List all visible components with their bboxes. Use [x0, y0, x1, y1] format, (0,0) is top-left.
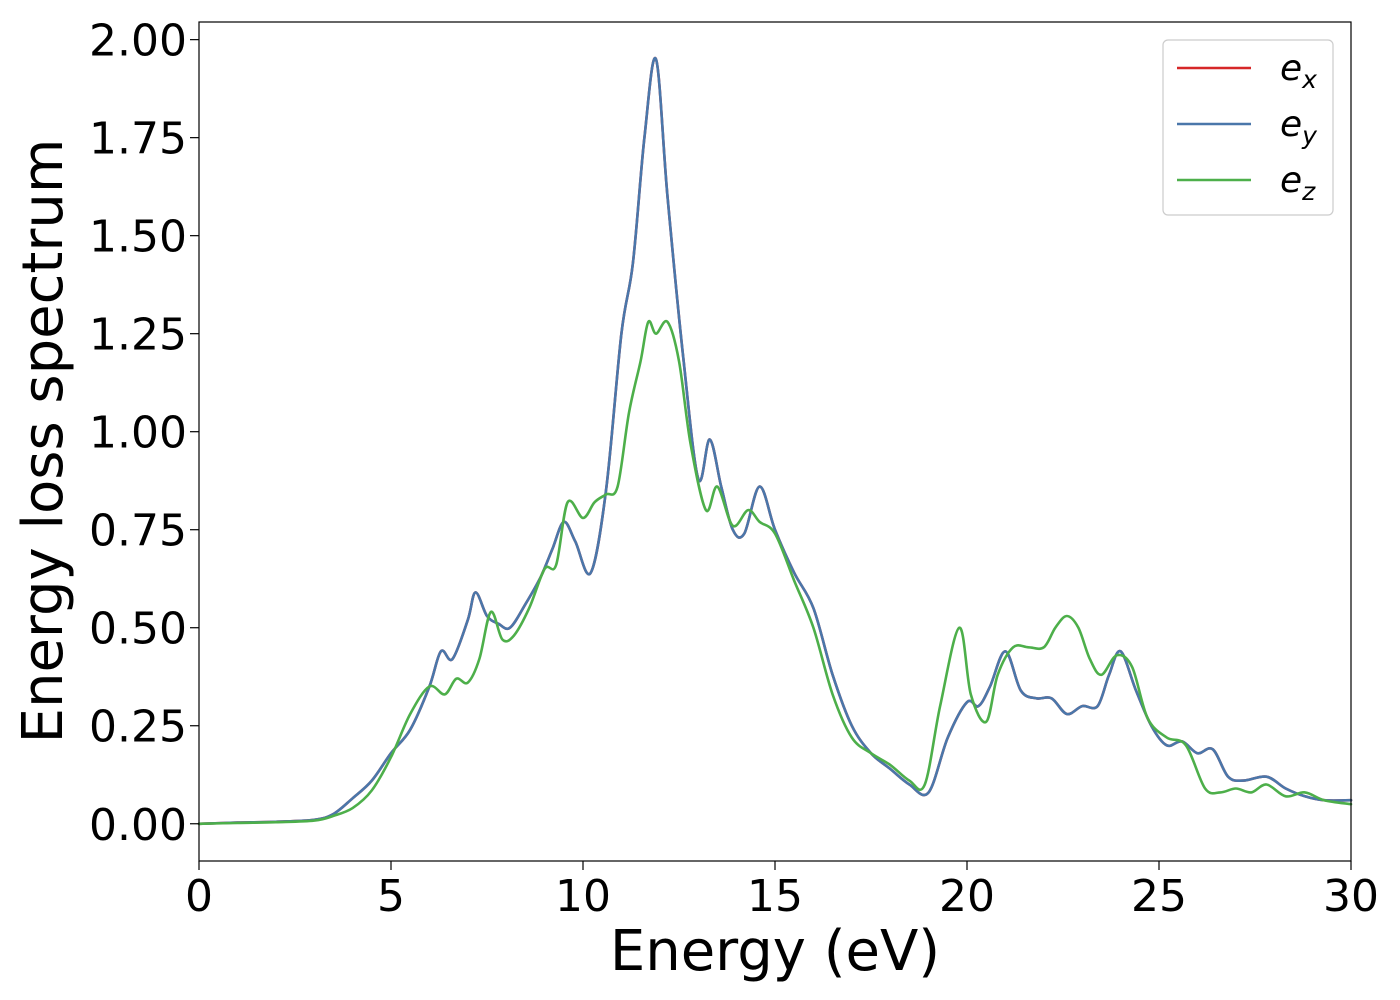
legend-label-subscript: z [1301, 177, 1316, 206]
series-line-ey [197, 56, 1353, 826]
x-tick-label: 20 [939, 871, 995, 922]
legend-label-ex: ex [1280, 48, 1317, 94]
x-axis-ticks: 0 5 10 15 20 25 30 [185, 861, 1379, 922]
y-tick-label: 0.50 [89, 604, 187, 655]
x-tick-label: 10 [555, 871, 611, 922]
x-tick-label: 30 [1323, 871, 1379, 922]
y-axis-ticks: 0.00 0.25 0.50 0.75 1.00 1.25 1.50 1.75 2.00 [89, 16, 199, 851]
x-axis-label: Energy (eV) [610, 919, 940, 984]
legend-label-ey: ey [1280, 104, 1318, 150]
y-tick-label: 1.00 [89, 408, 187, 459]
x-tick-label: 15 [747, 871, 803, 922]
series-line-ez [197, 319, 1353, 826]
y-tick-label: 0.00 [89, 800, 187, 851]
y-tick-label: 1.25 [89, 310, 187, 361]
y-tick-label: 1.75 [89, 114, 187, 165]
x-tick-label: 0 [185, 871, 213, 922]
legend-label-base: e [1280, 160, 1302, 201]
legend-label-subscript: x [1301, 65, 1317, 94]
y-tick-label: 2.00 [89, 16, 187, 67]
legend-box [1162, 39, 1334, 216]
legend-label-base: e [1280, 104, 1302, 145]
y-axis-label: Energy loss spectrum [11, 139, 76, 744]
y-tick-label: 1.50 [89, 212, 187, 263]
y-tick-label: 0.25 [89, 702, 187, 753]
legend-label-subscript: y [1301, 121, 1318, 150]
series-layer [197, 56, 1353, 826]
x-tick-label: 25 [1131, 871, 1187, 922]
legend-label-ez: ez [1280, 160, 1316, 206]
x-tick-label: 5 [377, 871, 405, 922]
y-tick-label: 0.75 [89, 506, 187, 557]
legend-label-base: e [1280, 48, 1302, 89]
